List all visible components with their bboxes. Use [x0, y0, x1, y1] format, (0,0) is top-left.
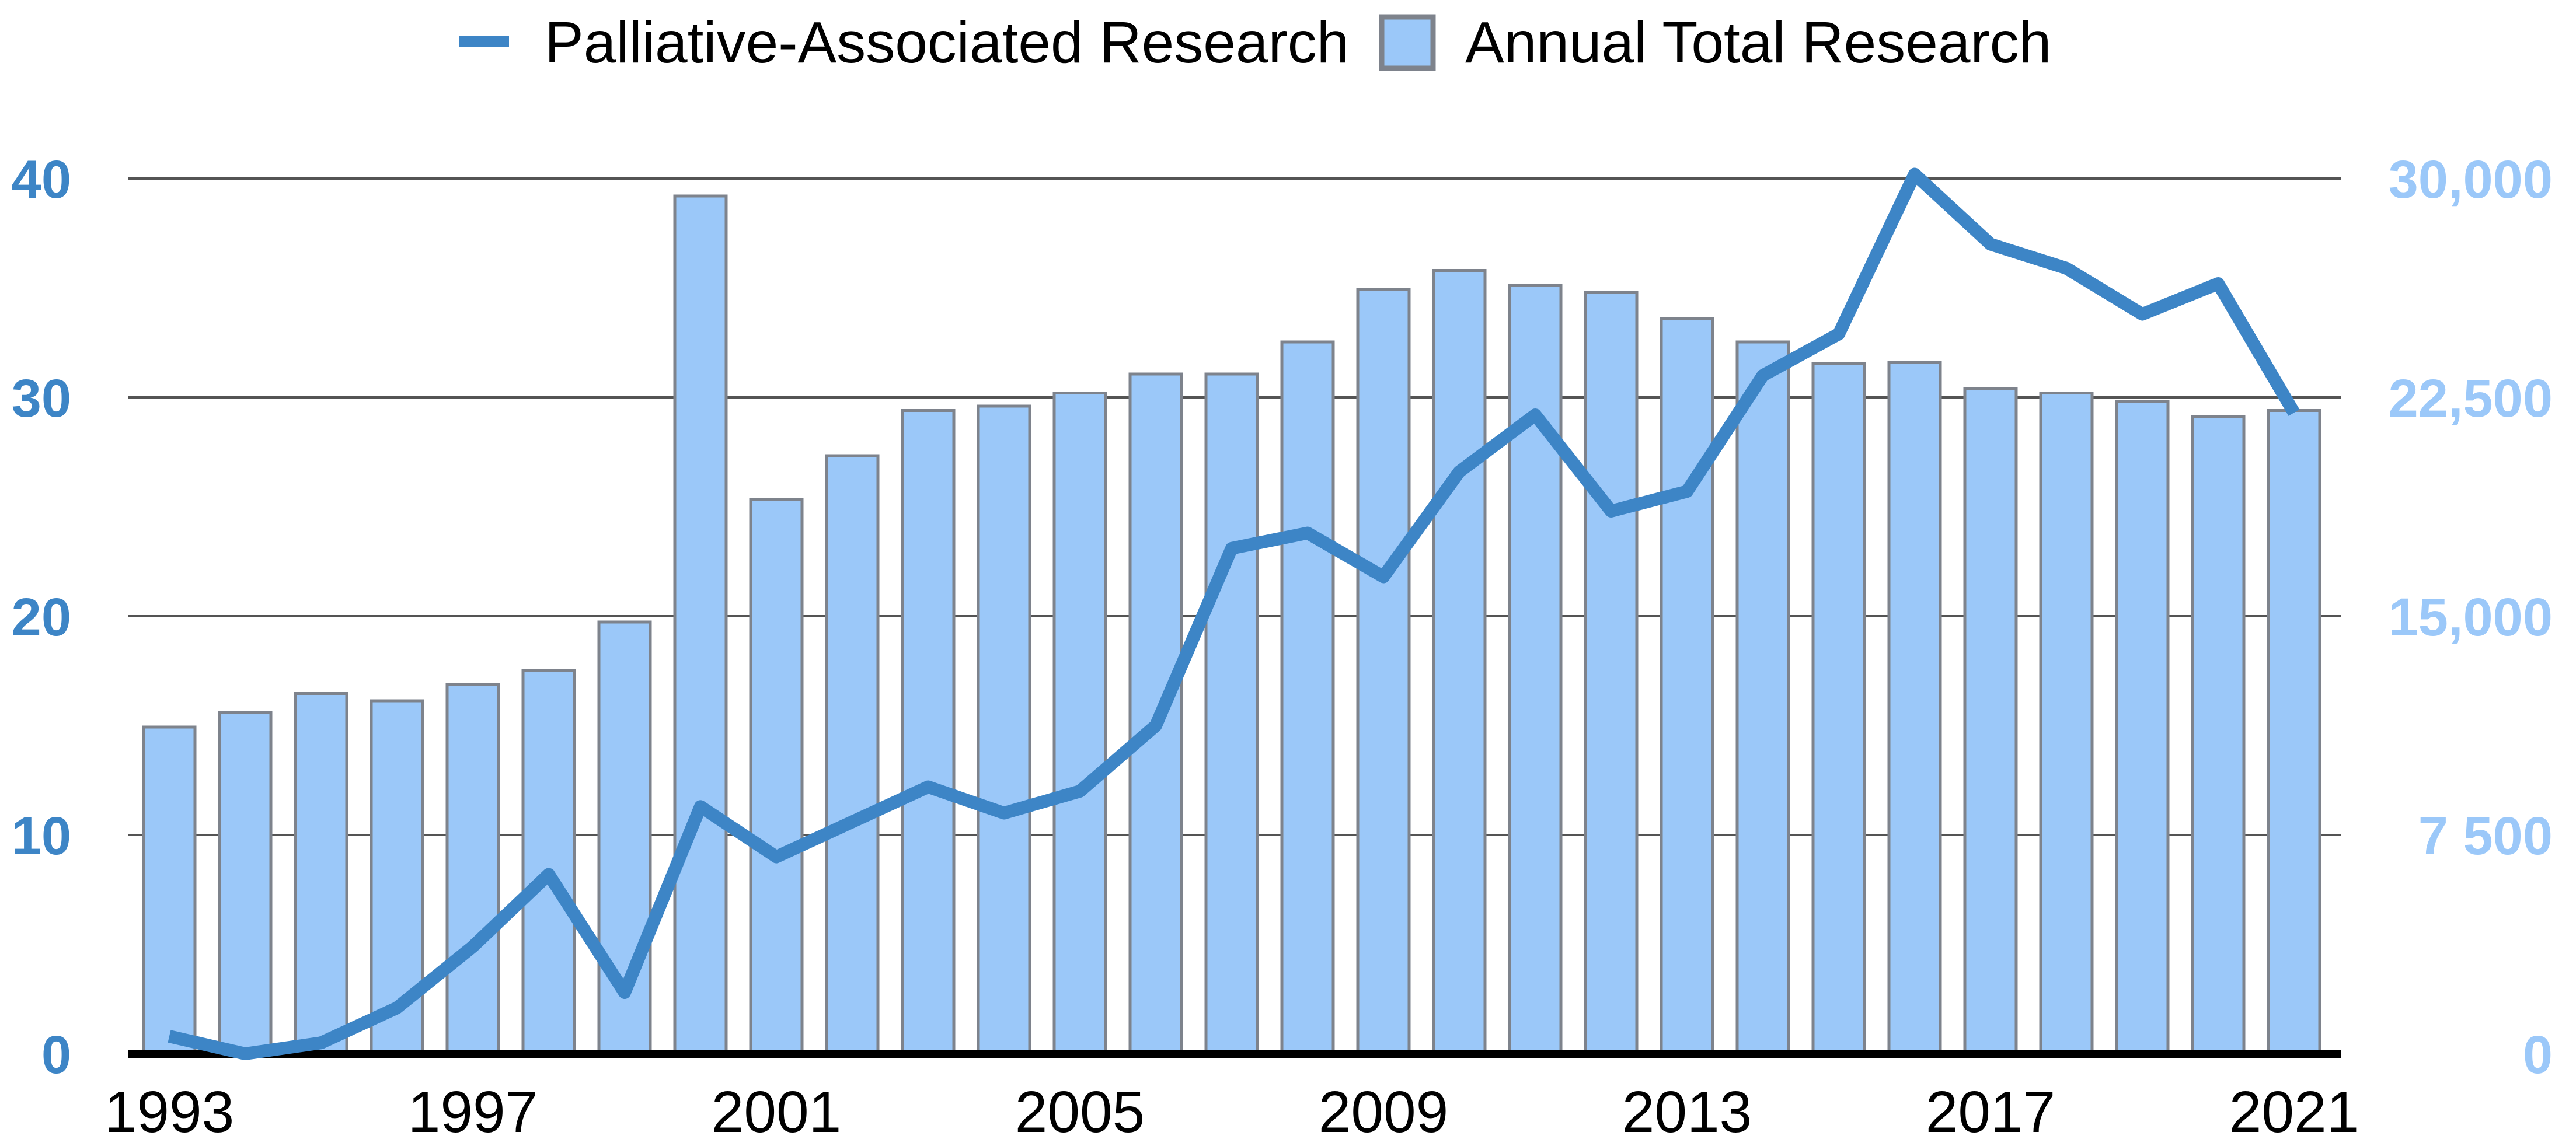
legend-line-swatch-icon	[459, 36, 509, 47]
x-axis-tick-1997: 1997	[408, 1079, 538, 1145]
bar-2007	[1204, 372, 1259, 1056]
x-axis-tick-2021: 2021	[2229, 1079, 2359, 1145]
bar-2011	[1508, 284, 1563, 1056]
right-axis-labels: 0 7 500 15,000 22,500 30,000	[2389, 150, 2553, 1085]
left-axis-tick-0: 0	[41, 1025, 71, 1085]
bar-1993	[142, 725, 197, 1056]
line-series	[168, 167, 2300, 1060]
bar-2000	[673, 194, 728, 1056]
left-axis-tick-10: 10	[12, 806, 71, 866]
x-axis-tick-1993: 1993	[104, 1079, 234, 1145]
bar-2009	[1356, 288, 1411, 1056]
left-axis-tick-40: 40	[12, 150, 71, 209]
legend-bar-swatch-icon	[1379, 14, 1436, 71]
bar-1995	[294, 692, 348, 1056]
bar-2018	[2039, 392, 2094, 1056]
bar-2015	[1811, 362, 1866, 1056]
legend-label-line: Palliative-Associated Research	[545, 10, 1349, 75]
bar-2019	[2115, 400, 2170, 1056]
left-axis-tick-30: 30	[12, 369, 71, 428]
x-axis-tick-2001: 2001	[712, 1079, 841, 1145]
bar-2020	[2191, 415, 2246, 1056]
right-axis-tick-22,500: 22,500	[2389, 369, 2553, 428]
bar-2004	[977, 404, 1031, 1056]
right-axis-tick-7 500: 7 500	[2418, 806, 2553, 866]
x-axis-tick-2009: 2009	[1319, 1079, 1448, 1145]
right-axis-tick-30,000: 30,000	[2389, 150, 2553, 209]
x-axis-tick-2013: 2013	[1622, 1079, 1752, 1145]
right-axis-tick-0: 0	[2523, 1025, 2553, 1085]
bar-2001	[749, 498, 804, 1056]
bar-1997	[445, 683, 500, 1056]
x-axis-labels: 1993 1997 2001 2005 2009 2013 2017 2021	[104, 1079, 2359, 1145]
bar-2003	[901, 409, 956, 1056]
bar-2005	[1052, 392, 1107, 1056]
x-axis-tick-2017: 2017	[1926, 1079, 2055, 1145]
legend-label-bar: Annual Total Research	[1465, 10, 2051, 75]
bar-2016	[1887, 361, 1942, 1056]
bar-1994	[218, 711, 273, 1056]
bar-series	[142, 194, 2321, 1056]
bar-2010	[1432, 269, 1487, 1056]
left-axis-tick-20: 20	[12, 588, 71, 647]
bar-2006	[1128, 372, 1183, 1056]
bar-1998	[521, 669, 576, 1056]
x-axis-tick-2005: 2005	[1015, 1079, 1145, 1145]
legend: Palliative-Associated Research Annual Tot…	[459, 10, 2051, 75]
right-axis-tick-15,000: 15,000	[2389, 588, 2553, 647]
bar-2012	[1584, 291, 1639, 1056]
bar-2021	[2267, 409, 2321, 1056]
bar-2014	[1735, 340, 1790, 1056]
bar-2013	[1660, 317, 1714, 1056]
bar-2008	[1280, 340, 1335, 1056]
bar-2017	[1963, 387, 2018, 1056]
bar-2002	[825, 454, 880, 1056]
left-axis-labels: 0 10 20 30 40	[12, 150, 71, 1085]
